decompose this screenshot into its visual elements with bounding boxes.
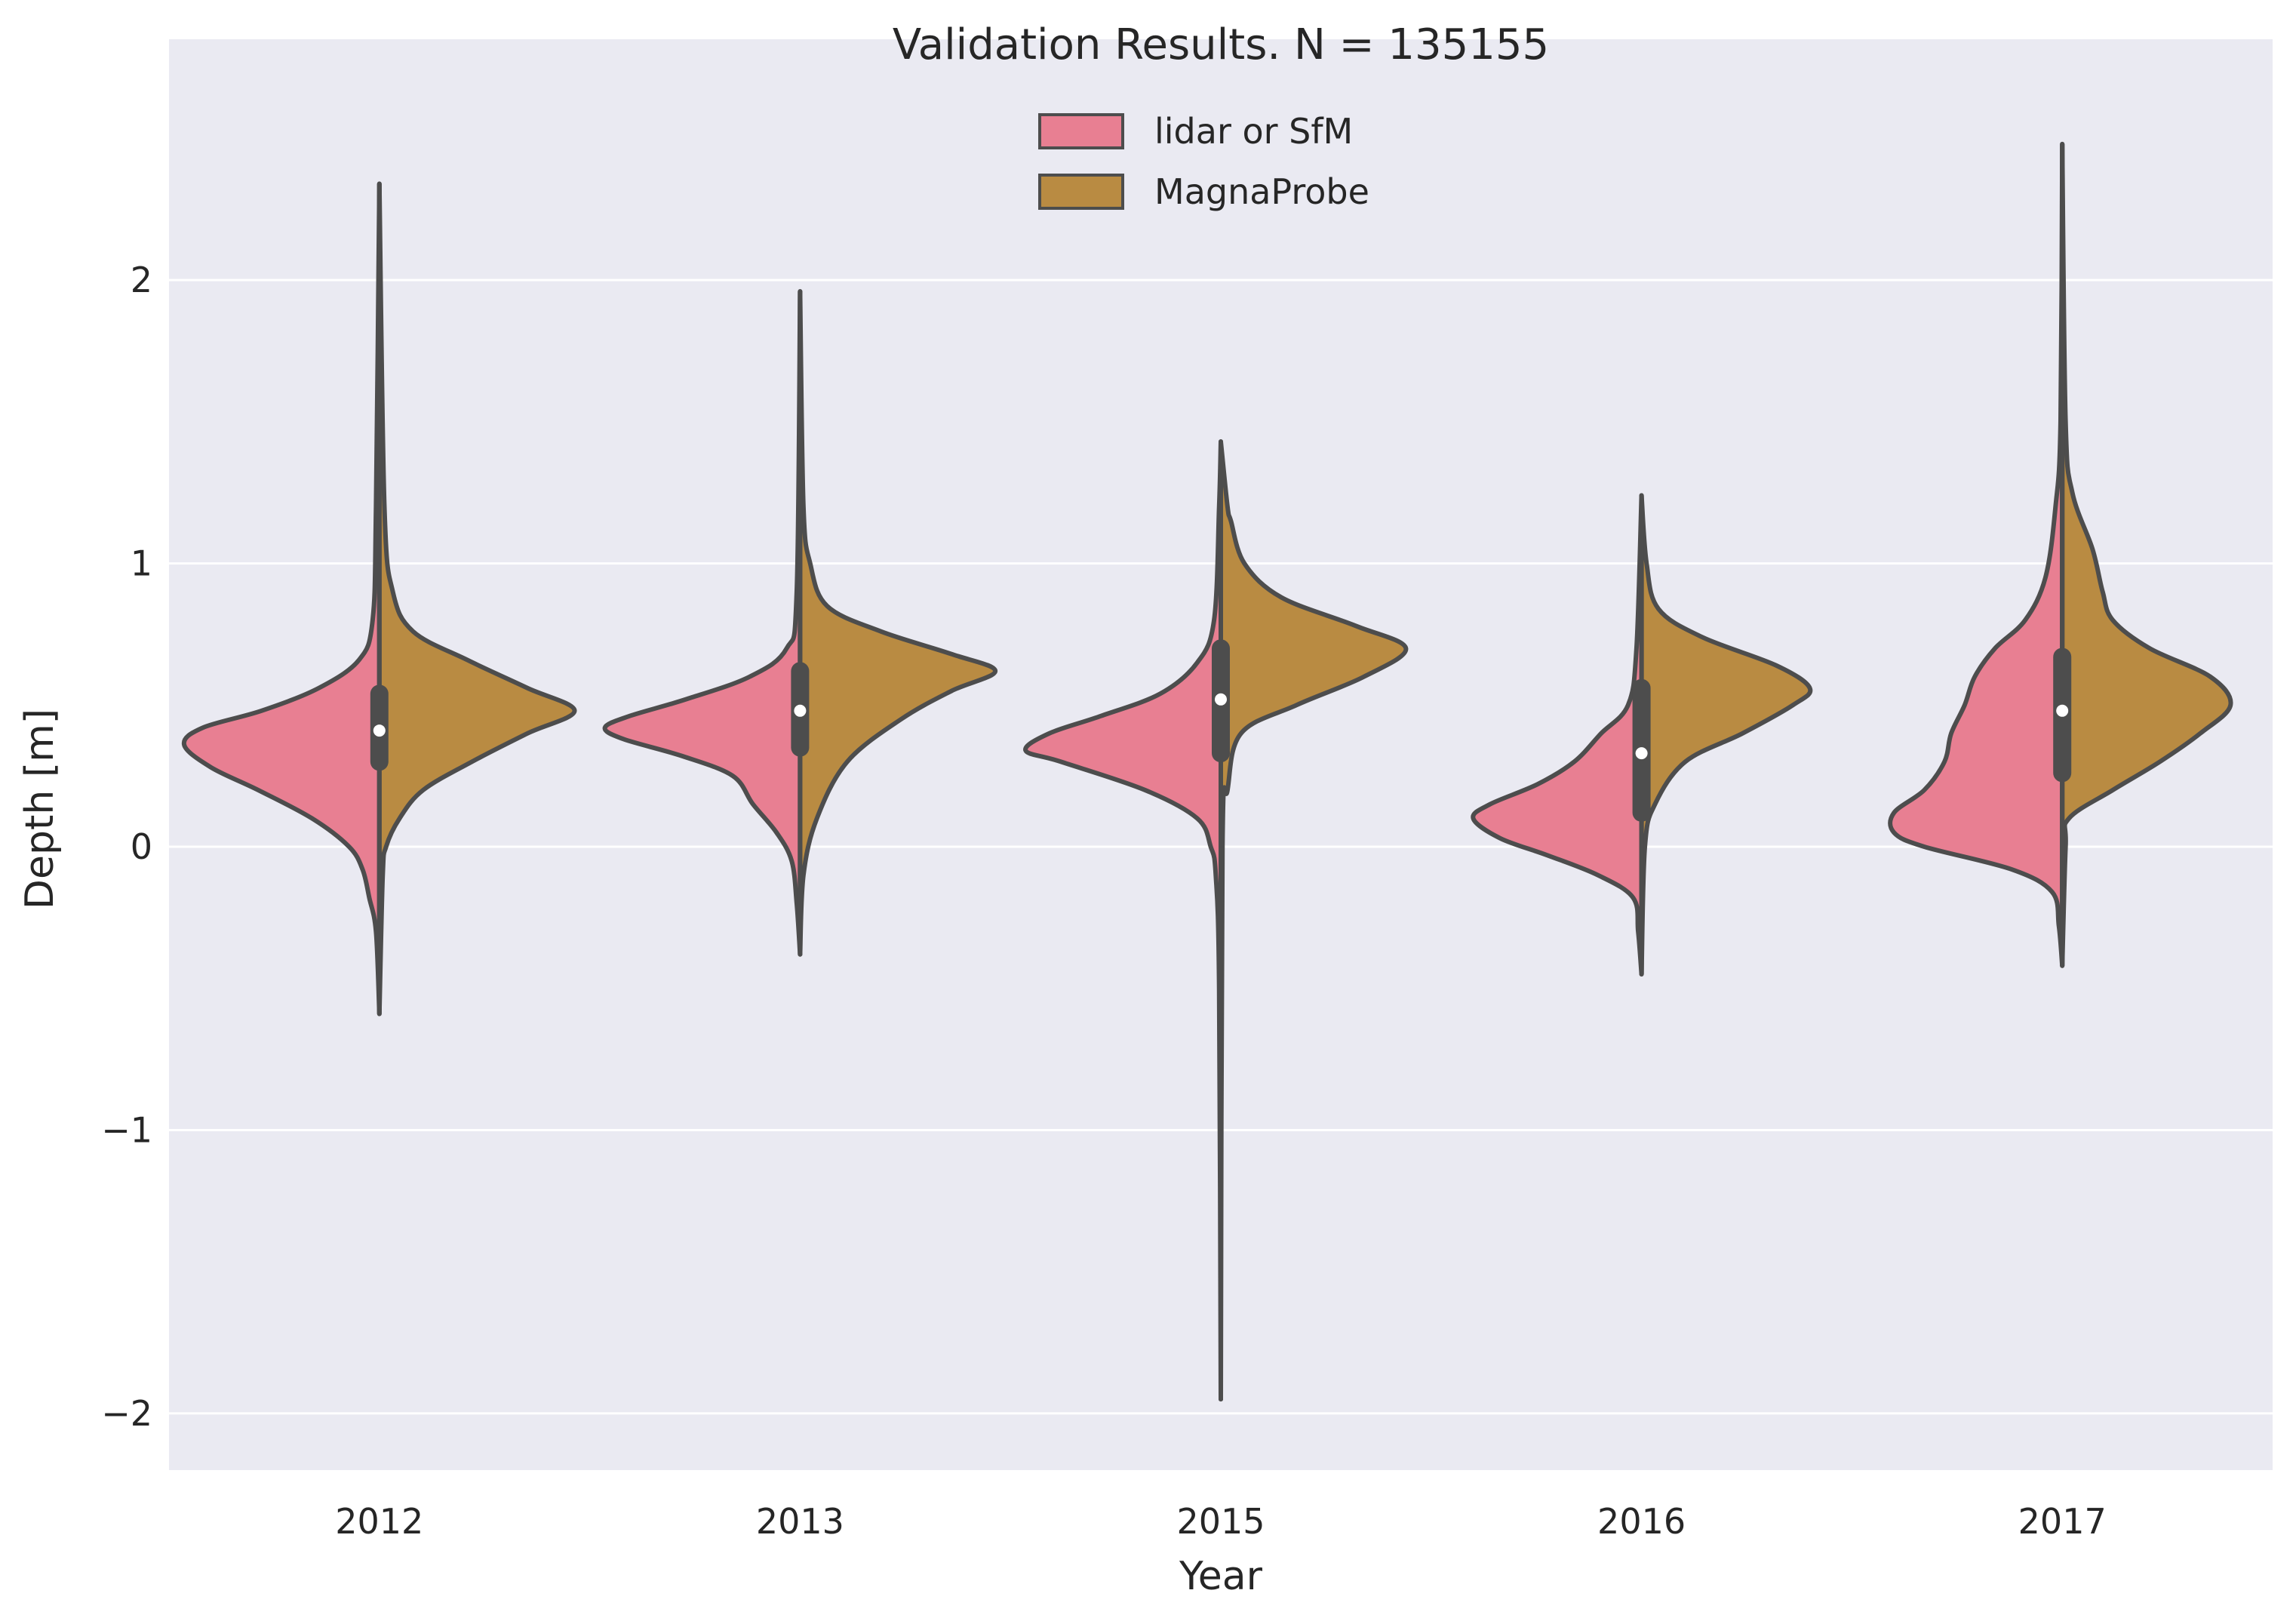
y-tick-label: 2 xyxy=(131,260,152,300)
median-point xyxy=(1635,747,1648,760)
violin-half-lidar-2012 xyxy=(181,181,382,1017)
x-tick-label: 2012 xyxy=(335,1501,423,1542)
x-tick-label: 2016 xyxy=(1597,1501,1686,1542)
y-axis-ticks: 2 1 0 −1 −2 xyxy=(101,260,152,1434)
median-point xyxy=(2056,704,2069,717)
violin-half-magnaprobe-2013 xyxy=(798,289,998,957)
median-point xyxy=(794,704,807,717)
x-tick-label: 2015 xyxy=(1176,1501,1265,1542)
x-tick-label: 2013 xyxy=(756,1501,844,1542)
violin-half-magnaprobe-2017 xyxy=(2060,141,2233,968)
violin-half-magnaprobe-2016 xyxy=(1639,493,1813,977)
violin-half-lidar-2017 xyxy=(1888,141,2065,968)
median-point xyxy=(1215,693,1227,706)
legend-label-lidar: lidar or SfM xyxy=(1154,111,1353,152)
legend-swatch-magnaprobe xyxy=(1038,174,1124,210)
violins xyxy=(181,141,2233,1402)
chart-title: Validation Results. N = 135155 xyxy=(893,20,1549,69)
x-axis-ticks: 2012 2013 2015 2016 2017 xyxy=(335,1501,2106,1542)
y-axis-label: Depth [m] xyxy=(17,709,63,909)
legend: lidar or SfM MagnaProbe xyxy=(1038,111,1369,212)
legend-swatch-lidar xyxy=(1038,113,1124,149)
y-tick-label: 1 xyxy=(131,543,152,584)
y-tick-label: −1 xyxy=(101,1109,152,1150)
violin-half-magnaprobe-2012 xyxy=(377,181,577,1017)
y-tick-label: −2 xyxy=(101,1393,152,1434)
median-point xyxy=(373,724,386,737)
violin-half-lidar-2013 xyxy=(602,289,803,957)
y-tick-label: 0 xyxy=(131,826,152,867)
x-axis-label: Year xyxy=(1179,1554,1263,1599)
x-tick-label: 2017 xyxy=(2018,1501,2107,1542)
legend-label-magnaprobe: MagnaProbe xyxy=(1154,171,1369,212)
